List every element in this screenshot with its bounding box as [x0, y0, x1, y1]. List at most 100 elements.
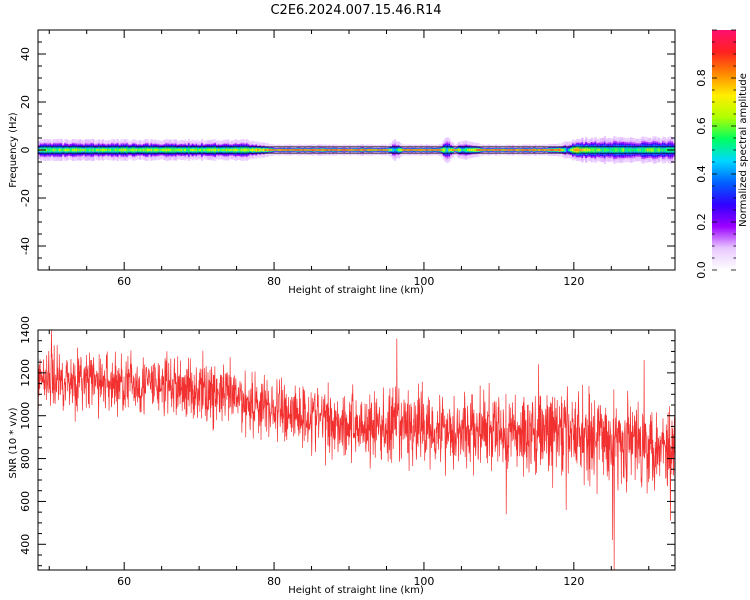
heatmap-cell: [332, 149, 335, 151]
heatmap-cell: [326, 149, 329, 151]
colorbar-tick-label: 0.4: [695, 165, 708, 183]
heatmap-cell: [427, 149, 430, 151]
heatmap-cell: [352, 149, 356, 151]
heatmap-cell: [371, 149, 374, 151]
heatmap-cell: [319, 149, 322, 151]
heatmap-cell: [86, 148, 89, 152]
heatmap-cell: [525, 149, 528, 151]
heatmap-cell: [410, 149, 414, 151]
heatmap-cell: [127, 148, 131, 152]
heatmap-cell: [184, 148, 187, 152]
heatmap-cell: [259, 149, 262, 151]
heatmap-cell: [650, 148, 653, 152]
heatmap-cell: [112, 148, 116, 152]
heatmap-cell: [335, 149, 339, 151]
y-tick-label: 1000: [19, 402, 32, 430]
y-tick-label: 400: [19, 534, 32, 555]
heatmap-cell: [556, 149, 560, 151]
heatmap-cell: [545, 149, 548, 151]
heatmap-cell: [157, 148, 161, 152]
heatmap-cell: [272, 149, 275, 151]
heatmap-cell: [62, 148, 65, 152]
heatmap-cell: [292, 149, 296, 151]
heatmap-cell: [345, 149, 348, 151]
heatmap-cell: [64, 148, 67, 152]
heatmap-cell: [142, 148, 146, 152]
heatmap-cell: [423, 149, 427, 151]
heatmap-cell: [69, 148, 73, 152]
heatmap-cell: [551, 149, 554, 151]
y-tick-label: 800: [19, 448, 32, 469]
heatmap-cell: [133, 148, 136, 152]
heatmap-cell: [600, 148, 603, 152]
heatmap-cell: [472, 149, 475, 151]
heatmap-cell: [508, 149, 511, 151]
heatmap-cell: [84, 148, 88, 152]
heatmap-cell: [498, 149, 502, 151]
heatmap-cell: [156, 148, 159, 152]
heatmap-cell: [275, 149, 279, 151]
heatmap-cell: [189, 148, 193, 152]
heatmap-cell: [354, 149, 357, 151]
heatmap-cell: [440, 149, 444, 151]
heatmap-cell: [279, 149, 282, 151]
heatmap-cell: [281, 149, 284, 151]
heatmap-cell: [598, 148, 601, 152]
x-tick-label: 60: [117, 275, 131, 288]
heatmap-cell: [592, 148, 595, 152]
x-tick-label: 80: [267, 275, 281, 288]
heatmap-cell: [384, 149, 387, 151]
heatmap-cell: [302, 149, 305, 151]
heatmap-cell: [476, 149, 479, 151]
heatmap-cell: [438, 149, 442, 151]
y-tick-label: 20: [19, 95, 32, 109]
x-tick-label: 80: [267, 575, 281, 588]
snr-line: [37, 329, 676, 571]
heatmap-cell: [79, 148, 82, 152]
heatmap-cell: [422, 149, 425, 151]
heatmap-cell: [603, 148, 607, 152]
heatmap-cell: [236, 148, 239, 152]
heatmap-cell: [56, 148, 60, 152]
heatmap-cell: [289, 149, 292, 151]
heatmap-cell: [60, 148, 63, 152]
heatmap-cell: [217, 148, 221, 152]
heatmap-cell: [229, 148, 232, 152]
heatmap-cell: [116, 148, 119, 152]
heatmap-cell: [461, 148, 464, 152]
heatmap-cell: [45, 148, 48, 152]
heatmap-cell: [208, 148, 211, 152]
heatmap-cell: [401, 149, 404, 151]
heatmap-cell: [251, 148, 254, 152]
heatmap-cell: [270, 149, 273, 151]
heatmap-cell: [620, 148, 623, 152]
heatmap-cell: [558, 149, 562, 151]
heatmap-cell: [641, 148, 644, 152]
heatmap-cell: [512, 149, 515, 151]
heatmap-cell: [315, 149, 318, 151]
heatmap-cell: [489, 149, 492, 151]
heatmap-cell: [174, 148, 178, 152]
heatmap-cell: [648, 148, 652, 152]
heatmap-cell: [594, 148, 597, 152]
heatmap-cell: [367, 149, 371, 151]
heatmap-cell: [562, 149, 565, 151]
heatmap-cell: [388, 149, 391, 151]
heatmap-cell: [515, 149, 519, 151]
heatmap-cell: [482, 149, 485, 151]
heatmap-cell: [245, 148, 249, 152]
heatmap-cell: [294, 149, 297, 151]
heatmap-cell: [373, 149, 376, 151]
heatmap-cell: [120, 148, 123, 152]
heatmap-cell: [94, 148, 97, 152]
heatmap-cell: [180, 148, 183, 152]
heatmap-cell: [66, 148, 69, 152]
heatmap-cell: [92, 148, 95, 152]
heatmap-cell: [526, 149, 530, 151]
heatmap-cell: [408, 149, 412, 151]
heatmap-cell: [103, 148, 106, 152]
heatmap-cell: [219, 148, 223, 152]
heatmap-cell: [129, 148, 133, 152]
heatmap-cell: [358, 149, 361, 151]
